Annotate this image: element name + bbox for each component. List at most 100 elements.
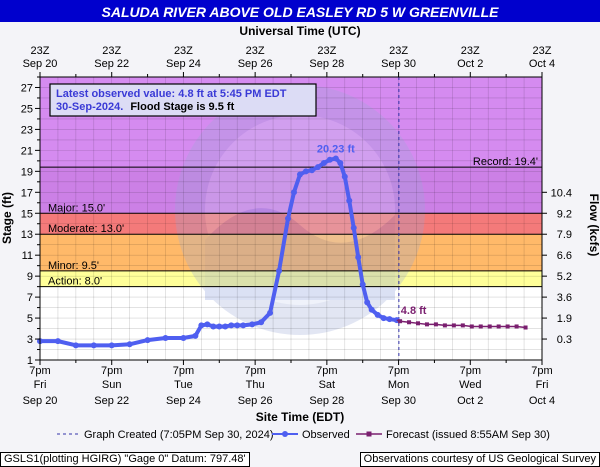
- plot-area: Record: 19.4' Major: 15.0' Moderate: 13.0'…: [37, 76, 543, 361]
- observed-point: [337, 159, 344, 166]
- local-tick-day: Wed: [459, 379, 481, 391]
- info-latest-line: Latest observed value: 4.8 ft at 5:45 PM…: [56, 88, 287, 100]
- forecast-point: [496, 324, 501, 329]
- forecast-series: [396, 319, 528, 330]
- observed-point: [341, 173, 348, 180]
- local-tick-day: Mon: [388, 379, 409, 391]
- local-tick-time: 7pm: [101, 365, 122, 377]
- stage-tick-label: 13: [21, 229, 33, 241]
- local-tick-time: 7pm: [173, 365, 194, 377]
- flow-tick-label: 6.6: [557, 250, 572, 262]
- observed-point: [90, 342, 97, 349]
- threshold-label-record: Record: 19.4': [473, 156, 538, 168]
- observed-point: [216, 323, 223, 330]
- flow-tick-label: 3.6: [557, 292, 572, 304]
- observed-point: [355, 254, 362, 261]
- forecast-point: [442, 323, 447, 328]
- forecast-point: [451, 323, 456, 328]
- local-tick-date: Oct 2: [457, 395, 483, 407]
- observed-point: [326, 156, 333, 163]
- bottom-axis-title: Site Time (EDT): [256, 410, 344, 424]
- observed-point: [386, 316, 393, 323]
- utc-tick-time: 23Z: [389, 45, 408, 57]
- threshold-label-major: Major: 15.0': [48, 202, 105, 214]
- footer-datum: GSLS1(plotting HGIRG) "Gage 0" Datum: 79…: [0, 452, 250, 467]
- observed-point: [258, 319, 265, 326]
- chart-title: SALUDA RIVER ABOVE OLD EASLEY RD 5 W GRE…: [102, 4, 500, 20]
- stage-tick-label: 5: [27, 313, 33, 325]
- watermark-wave: [205, 208, 395, 300]
- observed-point: [162, 334, 169, 341]
- forecast-line: [396, 319, 526, 329]
- threshold-label-moderate: Moderate: 13.0': [48, 223, 124, 235]
- local-tick-day: Fri: [34, 379, 47, 391]
- legend-observed-marker: [282, 431, 288, 437]
- observed-point: [234, 322, 241, 329]
- local-tick-date: Sep 30: [381, 395, 416, 407]
- moderate-band: [40, 213, 542, 235]
- observed-point: [144, 337, 151, 344]
- normal-band: [40, 286, 542, 360]
- local-tick-day: Sun: [102, 379, 122, 391]
- observed-point: [374, 311, 381, 318]
- stage-tick-label: 3: [27, 334, 33, 346]
- right-axis-title: Flow (kcfs): [587, 194, 600, 257]
- observed-point: [228, 322, 235, 329]
- observed-point: [198, 322, 205, 329]
- legend-observed-label: Observed: [302, 429, 350, 441]
- noaa-watermark: [175, 85, 425, 335]
- latest-value-label: 4.8 ft: [401, 305, 427, 317]
- flow-tick-label: 1.9: [557, 313, 572, 325]
- utc-tick-date: Sep 28: [309, 58, 344, 70]
- top-axis-title: Universal Time (UTC): [239, 24, 360, 38]
- observed-point: [364, 299, 371, 306]
- local-tick-time: 7pm: [388, 365, 409, 377]
- forecast-point: [469, 324, 474, 329]
- local-tick-time: 7pm: [29, 365, 50, 377]
- observed-point: [204, 321, 211, 328]
- utc-tick-time: 23Z: [102, 45, 121, 57]
- local-tick-day: Tue: [174, 379, 193, 391]
- local-tick-date: Sep 24: [166, 395, 201, 407]
- flood-category-bands: [40, 77, 542, 360]
- utc-tick-date: Sep 30: [381, 58, 416, 70]
- stage-tick-label: 23: [21, 124, 33, 136]
- flow-tick-label: 9.2: [557, 208, 572, 220]
- stage-tick-label: 27: [21, 82, 33, 94]
- local-tick-date: Oct 4: [529, 395, 555, 407]
- stage-tick-label: 1: [27, 355, 33, 367]
- local-tick-time: 7pm: [316, 365, 337, 377]
- forecast-point: [460, 323, 465, 328]
- flow-tick-label: 5.2: [557, 271, 572, 283]
- observed-point: [240, 322, 247, 329]
- utc-tick-time: 23Z: [174, 45, 193, 57]
- observed-point: [249, 321, 256, 328]
- flow-tick-label: 7.9: [557, 229, 572, 241]
- forecast-point: [398, 319, 403, 324]
- utc-tick-time: 23Z: [533, 45, 552, 57]
- stage-tick-label: 25: [21, 103, 33, 115]
- watermark-inner-disk: [205, 115, 395, 305]
- threshold-lines: Record: 19.4' Major: 15.0' Moderate: 13.0'…: [40, 156, 542, 288]
- stage-tick-label: 17: [21, 187, 33, 199]
- observed-point: [180, 334, 187, 341]
- observed-point: [290, 189, 297, 196]
- local-tick-time: 7pm: [460, 365, 481, 377]
- utc-tick-date: Sep 22: [94, 58, 129, 70]
- local-tick-day: Fri: [536, 379, 549, 391]
- observed-point: [54, 338, 61, 345]
- legend-forecast-marker: [366, 431, 372, 437]
- forecast-point: [433, 322, 438, 327]
- observed-point: [276, 267, 283, 274]
- info-box: Latest observed value: 4.8 ft at 5:45 PM…: [49, 83, 317, 117]
- stage-tick-label: 19: [21, 166, 33, 178]
- observed-point: [192, 332, 199, 339]
- utc-tick-time: 23Z: [246, 45, 265, 57]
- observed-point: [267, 309, 274, 316]
- observed-point: [350, 224, 357, 231]
- peak-label: 20.23 ft: [317, 143, 355, 155]
- forecast-point: [415, 321, 420, 326]
- forecast-point: [407, 320, 412, 325]
- utc-tick-date: Sep 26: [238, 58, 273, 70]
